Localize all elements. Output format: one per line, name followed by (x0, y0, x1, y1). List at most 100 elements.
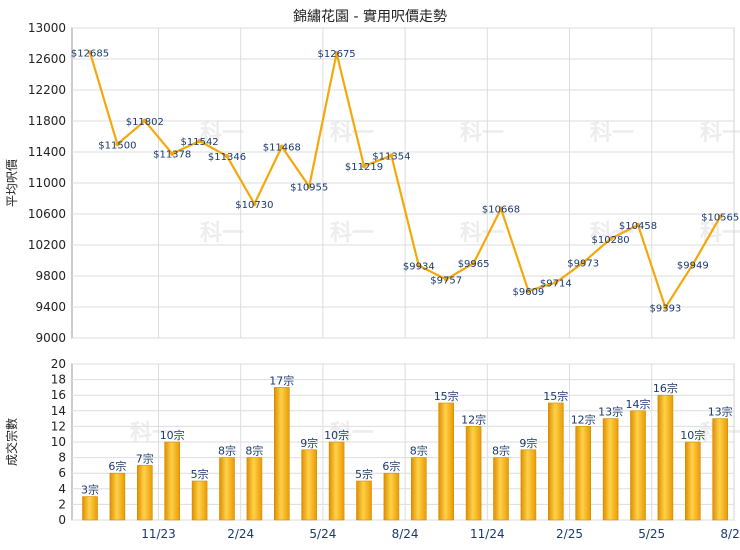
x-tick-label: 2/25 (556, 527, 583, 541)
transaction-bar-label: 6宗 (108, 459, 126, 473)
watermark-text: 科一 (200, 121, 244, 146)
price-point (389, 153, 394, 158)
x-tick-label: 8/24 (392, 527, 419, 541)
price-point (307, 184, 312, 189)
line-y-tick-label: 10600 (28, 207, 66, 221)
transaction-bar (602, 418, 619, 521)
transaction-bar-label: 8宗 (410, 444, 428, 458)
transaction-bar (465, 426, 482, 521)
price-point (553, 280, 558, 285)
x-tick-label: 2/24 (227, 527, 254, 541)
price-point (718, 214, 723, 219)
transaction-bar (410, 457, 427, 521)
price-point (142, 118, 147, 124)
price-point (252, 201, 257, 207)
transaction-bar-label: 14宗 (626, 397, 651, 411)
bar-y-tick-label: 14 (51, 404, 66, 418)
line-y-tick-label: 11400 (28, 145, 66, 159)
bar-y-tick-label: 4 (58, 482, 66, 496)
transaction-bar-label: 16宗 (653, 381, 678, 395)
transaction-bar (219, 457, 235, 521)
price-point-label: $12675 (318, 49, 356, 60)
price-point-label: $11346 (208, 152, 246, 163)
watermark-text: 科一 (460, 121, 504, 146)
transaction-bar (301, 449, 318, 521)
transaction-bar-label: 15宗 (543, 389, 568, 403)
price-point-label: $11802 (126, 117, 164, 128)
transaction-bar-label: 10宗 (680, 428, 705, 442)
price-point (471, 261, 476, 266)
price-point-label: $12685 (71, 48, 109, 59)
watermark-text: 科一 (460, 221, 504, 246)
price-point-label: $10955 (290, 182, 328, 193)
price-point-label: $11468 (263, 143, 301, 154)
transaction-bar (575, 426, 592, 521)
price-point-label: $9757 (430, 275, 462, 286)
watermark-text: 科一 (330, 121, 374, 146)
transaction-bar-label: 8宗 (218, 444, 236, 458)
price-point-label: $9714 (540, 279, 572, 290)
transaction-bar (630, 410, 646, 521)
x-tick-label: 11/23 (141, 527, 176, 541)
price-point-label: $10458 (619, 221, 657, 232)
transaction-bar (109, 472, 126, 521)
transaction-bar-label: 8宗 (492, 444, 510, 458)
price-point (334, 50, 339, 56)
price-point (581, 260, 586, 265)
price-point-label: $10565 (701, 213, 739, 224)
line-y-tick-label: 11000 (28, 176, 66, 190)
bar-y-tick-label: 0 (58, 513, 66, 527)
price-point-label: $11354 (372, 152, 410, 163)
transaction-bar-label: 8宗 (245, 444, 263, 458)
price-point-label: $11500 (98, 140, 136, 151)
transaction-bar (273, 387, 290, 521)
line-y-axis-label: 平均呎價 (5, 159, 19, 207)
price-point (197, 138, 202, 144)
price-line (88, 52, 722, 311)
price-point-label: $9965 (458, 259, 490, 270)
line-y-tick-label: 9000 (35, 331, 66, 345)
watermark-text: 科一 (330, 221, 374, 246)
price-point-label: $9973 (567, 259, 599, 270)
line-y-tick-label: 12200 (28, 83, 66, 97)
watermark-text: 科一 (200, 221, 244, 246)
transaction-bar (438, 402, 455, 521)
price-point-label: $11378 (153, 150, 191, 161)
price-point (526, 288, 531, 294)
bar-y-tick-label: 20 (51, 357, 66, 371)
transaction-bar (657, 394, 674, 521)
transaction-bar-label: 5宗 (355, 467, 373, 481)
line-y-tick-label: 9400 (35, 300, 66, 314)
chart-title: 錦繡花園 - 實用呎價走勢 (293, 9, 447, 25)
transaction-bar (191, 480, 208, 521)
price-point (416, 263, 421, 268)
price-point (690, 262, 695, 267)
price-point-label: $11219 (345, 162, 383, 173)
line-y-tick-label: 13000 (28, 21, 66, 35)
transaction-bar (493, 457, 509, 521)
bar-y-tick-label: 16 (51, 388, 66, 402)
x-tick-label: 11/24 (470, 527, 505, 541)
transaction-bar (82, 496, 98, 521)
line-y-tick-label: 12600 (28, 52, 66, 66)
x-tick-label: 5/25 (638, 527, 665, 541)
transaction-bar (356, 480, 372, 521)
price-point (87, 50, 93, 55)
price-point (115, 142, 120, 147)
price-point-label: $10280 (592, 235, 630, 246)
transaction-bar-label: 12宗 (461, 412, 486, 426)
transaction-bar (547, 402, 564, 521)
transaction-bar (137, 465, 153, 521)
transaction-bar-label: 10宗 (160, 428, 185, 442)
price-point-label: $9609 (512, 287, 544, 298)
transaction-bar-label: 17宗 (269, 373, 294, 387)
price-point (279, 144, 284, 149)
bar-y-tick-label: 10 (51, 435, 66, 449)
transaction-bar (383, 472, 400, 521)
transaction-bar-label: 3宗 (81, 483, 99, 497)
transaction-bar-label: 10宗 (324, 428, 349, 442)
transaction-bar-label: 5宗 (191, 467, 209, 481)
x-tick-label: 5/24 (309, 527, 336, 541)
bar-y-axis-label: 成交宗數 (4, 418, 19, 466)
